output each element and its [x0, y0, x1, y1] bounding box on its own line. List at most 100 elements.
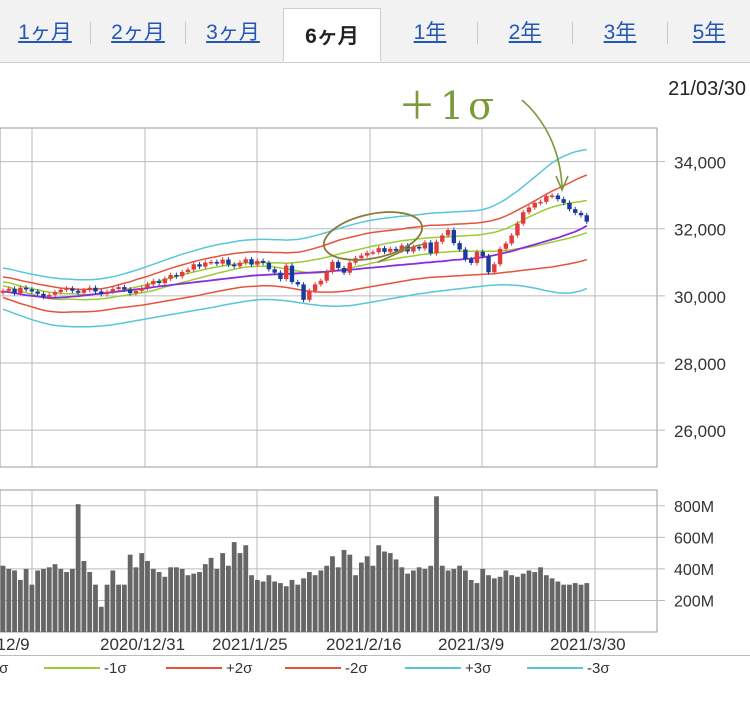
tab-2-months[interactable]: 2ヶ月 [111, 21, 165, 44]
volume-bar [46, 567, 52, 632]
volume-bar [353, 575, 358, 632]
candle-body [191, 264, 196, 270]
volume-bar [318, 570, 324, 632]
volume-bar [249, 575, 254, 632]
volume-bar [87, 572, 93, 632]
tab-2-years[interactable]: 2年 [508, 21, 542, 44]
volume-bar [387, 553, 393, 632]
candle-body [388, 248, 393, 252]
volume-bar [226, 565, 231, 632]
volume-bar [162, 576, 168, 632]
volume-bar [266, 575, 272, 632]
latest-date-label: 21/03/30 [668, 78, 746, 100]
volume-bar [110, 570, 116, 632]
volume-bar [191, 573, 197, 632]
annotation-arrowhead [555, 175, 569, 193]
legend-swatch [527, 667, 583, 669]
volume-bar [555, 581, 561, 632]
volume-bar [561, 584, 567, 632]
legend: +1σ -1σ +2σ -2σ +3σ -3σ [0, 657, 750, 683]
candle-body [35, 291, 40, 294]
volume-bar [179, 568, 185, 632]
legend-swatch [166, 667, 222, 669]
date-tick-label: 2020/12/31 [100, 635, 185, 654]
candle-body [382, 248, 387, 252]
tab-6-months[interactable]: 6ヶ月 [283, 8, 381, 62]
candle-body [127, 289, 133, 294]
volume-tick-label: 400M [674, 562, 714, 579]
tab-1-month[interactable]: 1ヶ月 [18, 21, 72, 44]
volume-bar [133, 567, 139, 632]
volume-bar [272, 581, 278, 632]
volume-bar [451, 568, 457, 632]
candle-body [70, 288, 75, 291]
volume-bar [41, 568, 46, 632]
volume-bar [491, 578, 497, 632]
candle-body [526, 207, 532, 213]
price-tick-label: 34,000 [674, 154, 726, 173]
volume-bar [382, 551, 387, 632]
candle-body [359, 255, 364, 259]
price-panel-frame [0, 127, 658, 468]
volume-bar [260, 581, 266, 632]
volume-bar [526, 570, 532, 632]
candle-body [578, 212, 584, 216]
volume-bar [64, 572, 69, 632]
candle-body [584, 215, 589, 222]
candle-body [18, 287, 23, 294]
candle-body [272, 269, 277, 273]
candle-body [81, 290, 87, 293]
plus-1-sigma-annotation: ＋1σ [398, 84, 499, 128]
candle-body [347, 262, 352, 273]
tab-3-months[interactable]: 3ヶ月 [206, 21, 260, 44]
volume-bar [174, 567, 179, 632]
legend-item-minus-3-sigma: -3σ [527, 657, 610, 679]
volume-bar [543, 575, 549, 632]
candle-body [515, 223, 520, 236]
candle-body [284, 265, 289, 280]
period-tabs: 1ヶ月 2ヶ月 3ヶ月 6ヶ月 1年 2年 3年 5年 [0, 0, 750, 63]
tab-3-years[interactable]: 3年 [603, 21, 637, 44]
volume-bar [416, 567, 422, 632]
volume-bar [486, 575, 491, 632]
volume-bar [168, 567, 174, 632]
candle-body [260, 260, 266, 263]
volume-bar [549, 578, 555, 632]
volume-bar [29, 584, 35, 632]
candle-body [174, 275, 179, 277]
volume-bar [289, 579, 295, 632]
candle-body [451, 230, 457, 244]
volume-bar [156, 572, 162, 632]
candle-body [243, 259, 248, 263]
legend-swatch [44, 667, 100, 669]
candle-body [23, 287, 29, 290]
date-tick-label: 2021/1/25 [212, 635, 288, 654]
legend-item-plus-3-sigma: +3σ [405, 657, 491, 679]
candle-body [318, 280, 324, 285]
candle-body [468, 259, 474, 263]
candle-body [0, 290, 6, 293]
candle-body [168, 275, 173, 279]
tab-divider [185, 22, 186, 44]
candle-body [133, 290, 139, 294]
candle-body [145, 284, 150, 289]
tab-1-year[interactable]: 1年 [413, 21, 447, 44]
candle-body [93, 287, 98, 292]
volume-bar [301, 578, 306, 632]
candle-body [312, 284, 318, 291]
legend-swatch [405, 667, 461, 669]
legend-label: +1σ [0, 659, 9, 677]
volume-bar [220, 553, 226, 632]
candle-body [266, 262, 272, 270]
volume-bar [75, 504, 81, 632]
candle-body [185, 269, 191, 272]
tab-divider [667, 22, 668, 44]
candle-body [376, 248, 381, 253]
candle-body [289, 265, 295, 283]
candle-body [156, 281, 162, 284]
tab-5-years[interactable]: 5年 [692, 21, 726, 44]
candle-body [220, 259, 225, 264]
candle-body [555, 195, 561, 200]
legend-item-plus-1-sigma: +1σ [0, 657, 8, 679]
candle-body [457, 243, 462, 250]
